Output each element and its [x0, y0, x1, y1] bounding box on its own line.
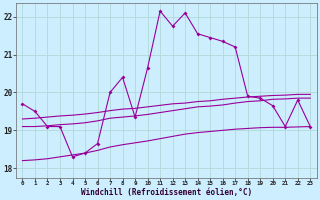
- X-axis label: Windchill (Refroidissement éolien,°C): Windchill (Refroidissement éolien,°C): [81, 188, 252, 197]
